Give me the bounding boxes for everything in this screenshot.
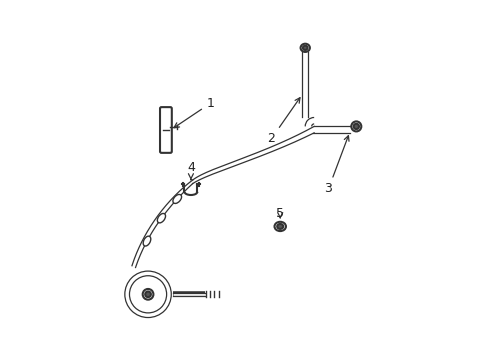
Ellipse shape <box>302 46 307 50</box>
Ellipse shape <box>173 194 181 203</box>
Text: 4: 4 <box>186 161 194 180</box>
Text: 2: 2 <box>267 98 299 145</box>
Ellipse shape <box>143 236 150 246</box>
Ellipse shape <box>277 224 283 229</box>
Ellipse shape <box>353 124 358 129</box>
FancyBboxPatch shape <box>160 107 171 153</box>
Ellipse shape <box>157 213 165 223</box>
Text: 5: 5 <box>276 207 284 220</box>
Ellipse shape <box>145 292 151 297</box>
Text: 3: 3 <box>324 136 348 195</box>
Text: 1: 1 <box>174 97 214 128</box>
